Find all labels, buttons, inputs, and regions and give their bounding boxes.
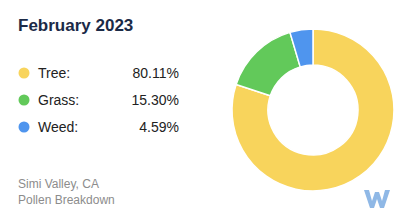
legend-item: Tree: 80.11% [19, 65, 180, 81]
legend-label: Grass: [38, 92, 79, 108]
donut [232, 29, 394, 191]
chart: February 2023 Tree: 80.11% Grass: 15.30% Weed… [0, 0, 400, 224]
slice [236, 32, 300, 95]
legend-value: 4.59% [139, 119, 179, 135]
legend-item: Grass: 15.30% [19, 92, 180, 108]
legend: Tree: 80.11% Grass: 15.30% Weed: 4.59% [19, 65, 180, 135]
legend-item: Weed: 4.59% [19, 119, 180, 135]
legend-value: 15.30% [132, 92, 179, 108]
title: February 2023 [18, 16, 133, 35]
legend-swatch [19, 68, 30, 79]
slice [232, 29, 394, 191]
legend-swatch [19, 122, 30, 133]
logo [364, 190, 390, 208]
legend-value: 80.11% [133, 65, 179, 81]
background [0, 0, 400, 224]
legend-swatch [19, 95, 30, 106]
footer-text: Pollen Breakdown [18, 193, 115, 207]
legend-label: Weed: [38, 119, 78, 135]
legend-label: Tree: [38, 65, 70, 81]
footer-text: Simi Valley, CA [18, 177, 99, 191]
slice [290, 29, 313, 67]
